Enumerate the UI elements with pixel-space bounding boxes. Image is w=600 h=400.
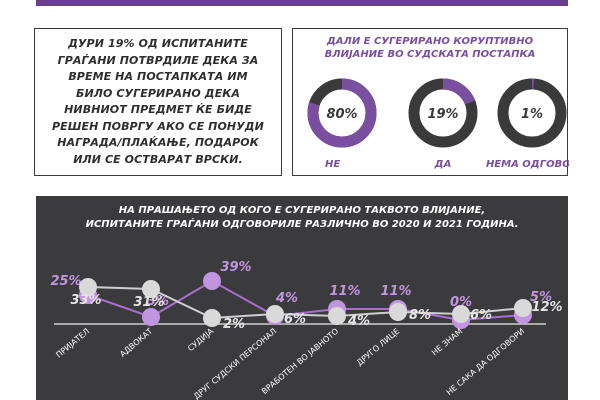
data-label: 25%	[50, 274, 81, 289]
line-chart-title: НА ПРАШАЊЕТО ОД КОГО Е СУГЕРИРАНО ТАКВОТ…	[36, 204, 568, 232]
data-label: 39%	[220, 260, 251, 275]
x-tick-label: НЕ ЗНАМ	[430, 327, 464, 358]
donut-slice	[408, 78, 478, 148]
line-chart-svg: 25%3%39%4% 11% 11%0% 5%33% 31%2% 6% 4% 8% 6%12%П…	[50, 260, 563, 400]
line-title-line-1: НА ПРАШАЊЕТО ОД КОГО Е СУГЕРИРАНО ТАКВОТ…	[118, 205, 486, 216]
series-point	[142, 308, 160, 326]
series-point	[514, 299, 532, 317]
series-line	[87, 286, 524, 320]
donut-chart-title: ДАЛИ Е СУГЕРИРАНО КОРУПТИВНО ВЛИЈАНИЕ ВО…	[293, 35, 567, 61]
data-label: 11%	[380, 284, 411, 299]
x-tick-label: АДВОКАТ	[118, 327, 154, 359]
data-label: 8%	[409, 308, 431, 323]
donut-2: 19% ДА	[408, 78, 478, 170]
donut-slice	[497, 78, 567, 148]
x-tick-label: ДРУГО ЛИЦЕ	[355, 327, 401, 368]
series-point	[328, 307, 346, 325]
data-label: 5%	[530, 290, 552, 305]
series-point	[203, 309, 221, 327]
quote-box: ДУРИ 19% ОД ИСПИТАНИТЕ ГРАЃАНИ ПОТВРДИЛЕ…	[34, 28, 282, 176]
data-label: 33%	[70, 293, 101, 308]
donut-value-label: 80%	[326, 107, 357, 122]
line-chart-panel: НА ПРАШАЊЕТО ОД КОГО Е СУГЕРИРАНО ТАКВОТ…	[36, 196, 568, 400]
quote-text: ДУРИ 19% ОД ИСПИТАНИТЕ ГРАЃАНИ ПОТВРДИЛЕ…	[52, 37, 264, 166]
series-point	[266, 305, 284, 323]
donut-title-line-2: ВЛИЈАНИЕ ВО СУДСКАТА ПОСТАПКА	[324, 49, 536, 60]
donut-chart-panel: ДАЛИ Е СУГЕРИРАНО КОРУПТИВНО ВЛИЈАНИЕ ВО…	[292, 28, 569, 176]
series-point	[79, 278, 97, 296]
x-tick-label: СУДИЈА	[186, 326, 216, 353]
data-label: 0%	[450, 295, 472, 310]
donut-category-label: ДА	[434, 159, 452, 170]
data-label: 6%	[470, 308, 492, 323]
donut-3: 1% НЕМА ОДГОВОР	[486, 78, 569, 170]
donut-title-line-1: ДАЛИ Е СУГЕРИРАНО КОРУПТИВНО	[326, 36, 534, 47]
series-line	[87, 279, 524, 322]
donut-category-label: НЕ	[325, 159, 340, 170]
data-label: 12%	[531, 300, 562, 315]
series-point	[452, 305, 470, 323]
data-label: 2%	[223, 317, 245, 332]
data-label: 6%	[284, 312, 306, 327]
series-2: 33% 31% 2% 6% 4% 8% 6% 12%	[70, 278, 563, 332]
series-point	[203, 272, 221, 290]
data-label: 4%	[347, 314, 370, 329]
data-label: 4%	[275, 291, 298, 306]
series-point	[142, 280, 160, 298]
donut-slice	[307, 78, 377, 148]
donut-1: 80% НЕ	[307, 78, 377, 170]
data-label: 31%	[133, 295, 164, 310]
top-accent-bar	[36, 0, 568, 6]
donut-value-label: 1%	[521, 107, 543, 122]
donut-category-label: НЕМА ОДГОВОР	[486, 159, 569, 170]
line-title-line-2: ИСПИТАНИТЕ ГРАЃАНИ ОДГОВОРИЛЕ РАЗЛИЧНО В…	[85, 219, 519, 230]
data-label: 11%	[329, 284, 360, 299]
donut-value-label: 19%	[427, 107, 458, 122]
series-point	[389, 303, 407, 321]
x-tick-label: ПРИЈАТЕЛ	[54, 327, 91, 360]
donut-charts-svg: 80% НЕ 19% ДА 1% НЕМА ОДГОВОР	[307, 78, 569, 170]
